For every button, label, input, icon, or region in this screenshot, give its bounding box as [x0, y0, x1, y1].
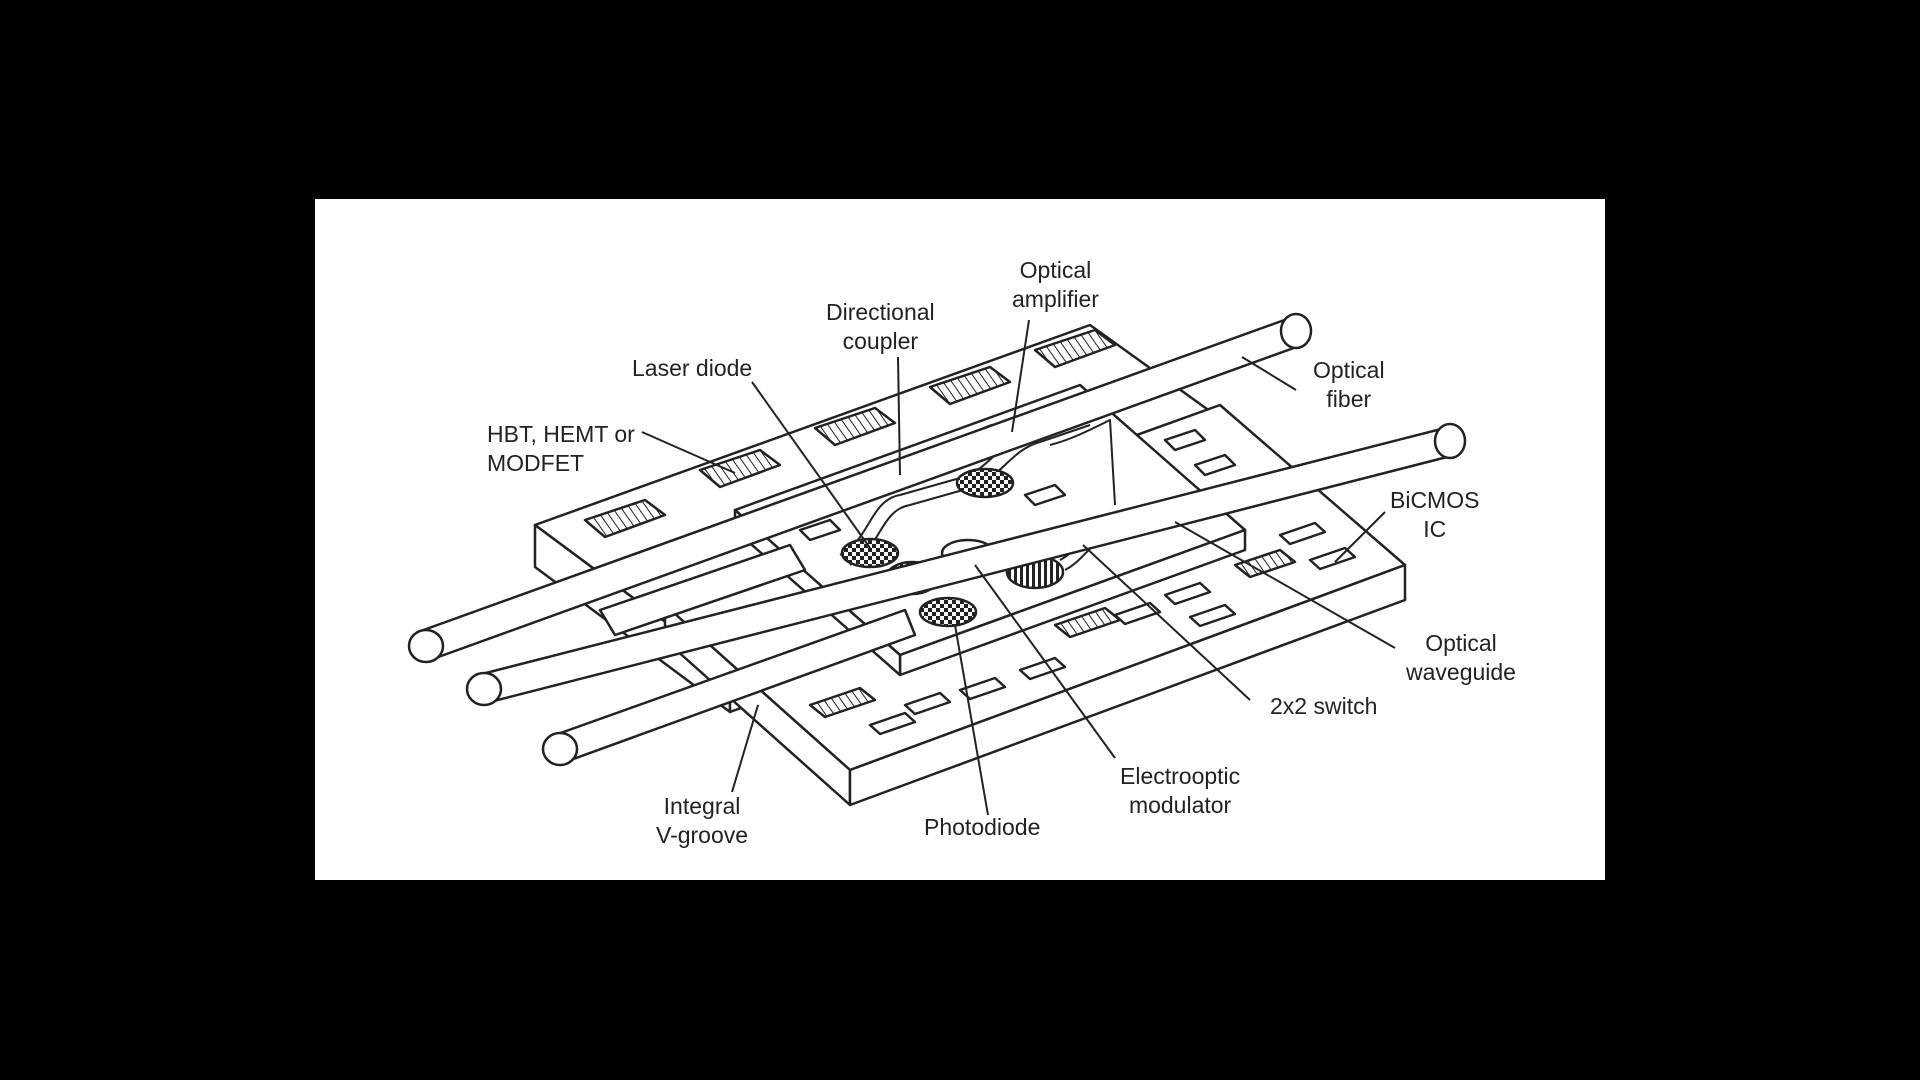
v-groove: [598, 543, 807, 637]
label-hbt-hemt-modfet: HBT, HEMT or MODFET: [487, 421, 635, 476]
photodiode-element: [918, 596, 978, 628]
label-electrooptic-modulator: Electrooptic modulator: [1120, 763, 1241, 818]
lower-pads: [808, 521, 1357, 736]
label-bicmos-ic: BiCMOS IC: [1390, 487, 1480, 542]
label-optical-fiber: Optical fiber: [1313, 357, 1385, 412]
laser-diode-2: [955, 467, 1015, 499]
label-optical-waveguide: Optical waveguide: [1406, 630, 1516, 685]
hbt-pads: [583, 328, 1117, 539]
label-optical-amplifier: Optical amplifier: [1012, 257, 1099, 312]
laser-diode: [840, 537, 900, 569]
optical-fibers: [407, 312, 1467, 767]
label-laser-diode: Laser diode: [632, 355, 753, 381]
label-photodiode: Photodiode: [924, 814, 1041, 840]
label-2x2-switch: 2x2 switch: [1270, 693, 1378, 719]
label-integral-vgroove: Integral V-groove: [656, 793, 749, 848]
chip-pads: [798, 428, 1237, 542]
leader-lines: [641, 319, 1396, 816]
label-directional-coupler: Directional coupler: [826, 299, 935, 354]
